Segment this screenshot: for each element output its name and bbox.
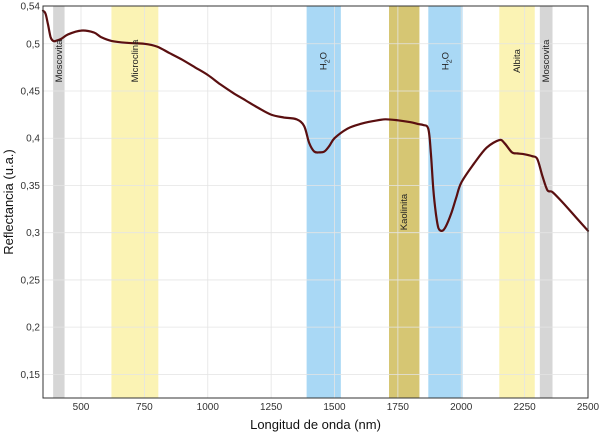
band-0: [53, 6, 65, 398]
band-label-4: H2O: [440, 52, 453, 70]
band-5: [499, 6, 535, 398]
band-label-0: Moscovita: [54, 39, 65, 82]
y-tick-label: 0,45: [21, 87, 41, 98]
series-layer: [41, 9, 590, 232]
band-label-6: Moscovita: [541, 39, 552, 82]
x-tick-label: 1750: [387, 402, 410, 413]
y-tick-label: 0,35: [21, 181, 41, 192]
band-3: [389, 6, 420, 398]
band-label-3: Kaolinita: [399, 193, 410, 230]
y-axis-title: Reflectancia (u.a.): [1, 149, 16, 255]
band-label-5: Albita: [512, 48, 523, 72]
y-tick-label: 0,3: [26, 228, 40, 239]
band-1: [111, 6, 159, 398]
band-label-1: Microclina: [130, 39, 141, 82]
y-tick-label: 0,54: [21, 2, 41, 13]
x-tick-label: 1500: [323, 402, 346, 413]
x-tick-label: 2500: [577, 402, 600, 413]
y-tick-label: 0,4: [26, 134, 40, 145]
y-tick-label: 0,5: [26, 39, 40, 50]
x-tick-label: 750: [136, 402, 153, 413]
x-tick-label: 1000: [197, 402, 220, 413]
absorption-bands: [53, 6, 553, 398]
band-label-2: H2O: [319, 52, 332, 70]
x-tick-label: 500: [73, 402, 90, 413]
y-tick-label: 0,2: [26, 323, 40, 334]
x-tick-label: 2000: [450, 402, 473, 413]
tick-labels: 500 750 1000 1250 1500 1750 2000 2250 2500 0,54 0,…: [21, 2, 600, 414]
band-2: [306, 6, 341, 398]
x-tick-label: 2250: [514, 402, 537, 413]
reflectance-line: [41, 9, 590, 232]
x-tick-label: 1250: [260, 402, 283, 413]
band-labels: Moscovita Microclina H2O Kaolinita H2O Albita…: [54, 39, 552, 230]
y-tick-label: 0,25: [21, 275, 41, 286]
plot-frame: [42, 5, 589, 399]
band-6: [539, 6, 553, 398]
y-tick-label: 0,15: [21, 370, 41, 381]
x-axis-title: Longitud de onda (nm): [250, 417, 381, 432]
